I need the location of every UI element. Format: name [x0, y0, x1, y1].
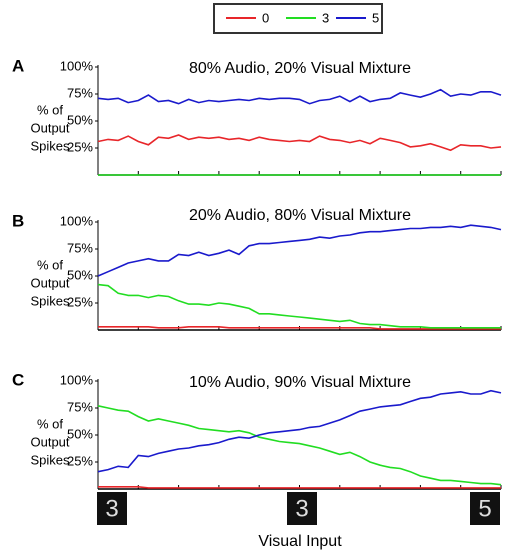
- legend-label: 3: [322, 10, 329, 25]
- input-digit: 5: [478, 495, 491, 522]
- series-line: [98, 391, 501, 472]
- chart-title: 80% Audio, 20% Visual Mixture: [189, 60, 411, 77]
- legend-label: 5: [372, 10, 379, 25]
- legend-label: 0: [262, 10, 269, 25]
- y-tick-label: 25%: [67, 294, 93, 309]
- series-line: [98, 90, 501, 104]
- y-axis-label: % of: [37, 102, 63, 117]
- series-line: [98, 135, 501, 150]
- y-axis-label: Spikes: [30, 452, 70, 467]
- chart-title: 10% Audio, 90% Visual Mixture: [189, 374, 411, 391]
- panel-letter: A: [12, 56, 24, 75]
- y-tick-label: 100%: [60, 58, 94, 73]
- y-axis-label: Output: [30, 120, 69, 135]
- panel-letter: B: [12, 211, 24, 230]
- x-axis-label: Visual Input: [258, 533, 342, 550]
- input-digit: 3: [295, 495, 308, 522]
- y-axis-label: Output: [30, 275, 69, 290]
- y-tick-label: 50%: [67, 267, 93, 282]
- series-line: [98, 406, 501, 485]
- panel-letter: C: [12, 370, 24, 389]
- y-axis-label: % of: [37, 416, 63, 431]
- y-tick-label: 100%: [60, 213, 94, 228]
- y-tick-label: 75%: [67, 240, 93, 255]
- chart: Visual Input 0 3 5 A 80% Audio, 20% Visual M…: [0, 0, 505, 552]
- y-axis-label: % of: [37, 257, 63, 272]
- chart-title: 20% Audio, 80% Visual Mixture: [189, 207, 411, 224]
- y-axis-label: Output: [30, 434, 69, 449]
- y-tick-label: 50%: [67, 426, 93, 441]
- y-tick-label: 25%: [67, 453, 93, 468]
- y-tick-label: 75%: [67, 399, 93, 414]
- y-axis-label: Spikes: [30, 138, 70, 153]
- series-line: [98, 285, 501, 328]
- y-tick-label: 50%: [67, 112, 93, 127]
- series-line: [98, 225, 501, 276]
- y-tick-label: 25%: [67, 139, 93, 154]
- y-tick-label: 100%: [60, 372, 94, 387]
- y-tick-label: 75%: [67, 85, 93, 100]
- input-digit: 3: [105, 495, 118, 522]
- y-axis-label: Spikes: [30, 293, 70, 308]
